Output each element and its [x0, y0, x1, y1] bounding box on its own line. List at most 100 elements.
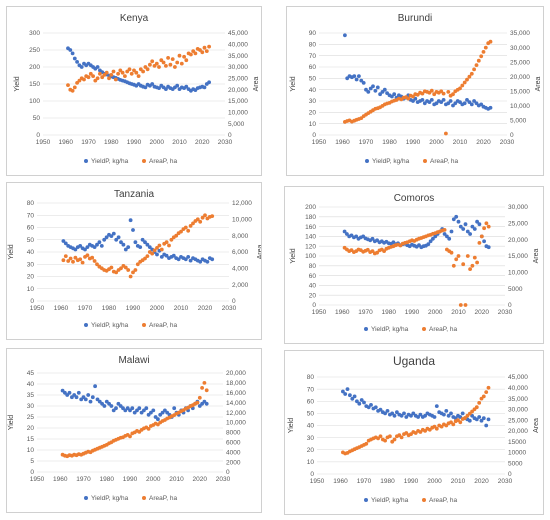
area-point — [107, 76, 111, 81]
y-tick-label: 100 — [305, 253, 316, 260]
area-point — [77, 78, 82, 83]
yield-point — [378, 407, 383, 412]
y2-tick-label: 30,000 — [510, 45, 530, 52]
yield-point — [111, 231, 116, 236]
legend-area-marker — [422, 498, 426, 502]
yield-point — [143, 85, 148, 90]
area-point — [472, 255, 477, 260]
yield-point — [102, 237, 107, 242]
area-point — [88, 71, 93, 76]
yield-point — [453, 101, 458, 106]
x-tick-label: 1960 — [335, 309, 350, 316]
yield-point — [86, 393, 91, 397]
yield-point — [79, 65, 84, 69]
y2-tick-label: 5,000 — [510, 118, 527, 125]
yield-point — [158, 412, 163, 417]
area-point — [446, 90, 451, 94]
area-point — [80, 260, 85, 265]
chart-title: Burundi — [398, 13, 432, 24]
area-point — [113, 77, 118, 82]
x-tick-label: 2010 — [451, 478, 466, 485]
yield-point — [467, 100, 472, 104]
yield-point — [434, 404, 439, 408]
area-point — [441, 91, 446, 96]
area-point — [119, 266, 123, 271]
x-tick-label: 1950 — [30, 305, 45, 312]
area-point — [481, 50, 486, 54]
x-tick-label: 1980 — [100, 476, 115, 483]
y2-tick-label: 0 — [232, 298, 236, 305]
area-point — [458, 86, 462, 91]
x-tick-label: 2010 — [174, 305, 189, 312]
y-tick-label: 100 — [29, 98, 40, 105]
yield-point — [463, 222, 468, 227]
legend-area-label: AreaP, ha — [429, 326, 457, 333]
y2-tick-label: 35,000 — [510, 30, 530, 37]
y2-tick-label: 0 — [510, 132, 514, 139]
chart-title: Tanzania — [114, 189, 154, 200]
yield-point — [128, 218, 133, 223]
area-point — [131, 270, 135, 275]
yield-point — [488, 105, 493, 110]
yield-point — [93, 384, 97, 389]
chart-panel-tanzania: Tanzania 0 10 20 30 40 50 60 70 80 0 2,000 4,000 6,00… — [6, 182, 262, 340]
y-tick-label: 20 — [27, 274, 35, 281]
yield-point — [484, 423, 489, 428]
y2-tick-label: 8,000 — [232, 233, 249, 240]
yield-point — [479, 102, 484, 107]
y2-tick-label: 20,000 — [228, 87, 248, 94]
legend-yield-marker — [364, 327, 368, 331]
y2-tick-label: 4000 — [226, 449, 241, 456]
x-tick-label: 1990 — [404, 478, 419, 485]
area-point — [157, 65, 161, 69]
y-tick-label: 20 — [309, 110, 317, 117]
x-tick-label: 1970 — [358, 309, 373, 316]
yield-point — [385, 409, 390, 413]
yield-point — [198, 259, 203, 264]
yield-point — [67, 390, 72, 395]
y2-tick-label: 15,000 — [228, 98, 248, 105]
area-point — [152, 64, 157, 68]
yield-point — [465, 229, 470, 234]
area-point — [200, 386, 205, 390]
area-point — [451, 263, 456, 268]
yield-point — [137, 406, 142, 411]
yield-point — [416, 415, 420, 419]
area-point — [70, 88, 75, 93]
yield-point — [445, 234, 449, 239]
area-point — [195, 217, 200, 222]
yield-point — [90, 395, 95, 400]
y2-tick-label: 25,000 — [228, 76, 248, 83]
chart-svg: Comoros020406080100120140160180200050001… — [290, 193, 540, 333]
yield-point — [359, 78, 364, 83]
yield-point — [341, 389, 345, 394]
area-point — [378, 434, 383, 439]
x-tick-label: 2020 — [198, 305, 213, 312]
area-point — [195, 400, 200, 405]
area-point — [109, 73, 114, 77]
area-point — [132, 68, 136, 73]
area-point — [383, 438, 387, 443]
y-tick-label: 60 — [27, 225, 35, 232]
y-tick-label: 200 — [29, 64, 40, 71]
area-point — [154, 61, 159, 66]
yield-point — [183, 257, 188, 262]
area-point — [129, 71, 134, 76]
area-point — [86, 75, 91, 80]
y2-tick-label: 12,000 — [226, 410, 246, 417]
y2-tick-label: 5,000 — [228, 121, 245, 128]
yield-point — [354, 77, 359, 82]
yield-point — [202, 85, 207, 90]
yield-point — [73, 247, 78, 252]
yield-point — [95, 65, 100, 69]
area-point — [183, 225, 188, 230]
yield-point — [385, 91, 389, 95]
yield-point — [72, 56, 77, 61]
y2-tick-label: 25,000 — [508, 417, 528, 424]
x-tick-label: 2000 — [150, 305, 165, 312]
x-tick-label: 1980 — [102, 305, 117, 312]
yield-point — [348, 393, 352, 398]
yield-point — [68, 48, 73, 52]
yield-point — [429, 98, 434, 102]
yield-point — [420, 98, 425, 102]
